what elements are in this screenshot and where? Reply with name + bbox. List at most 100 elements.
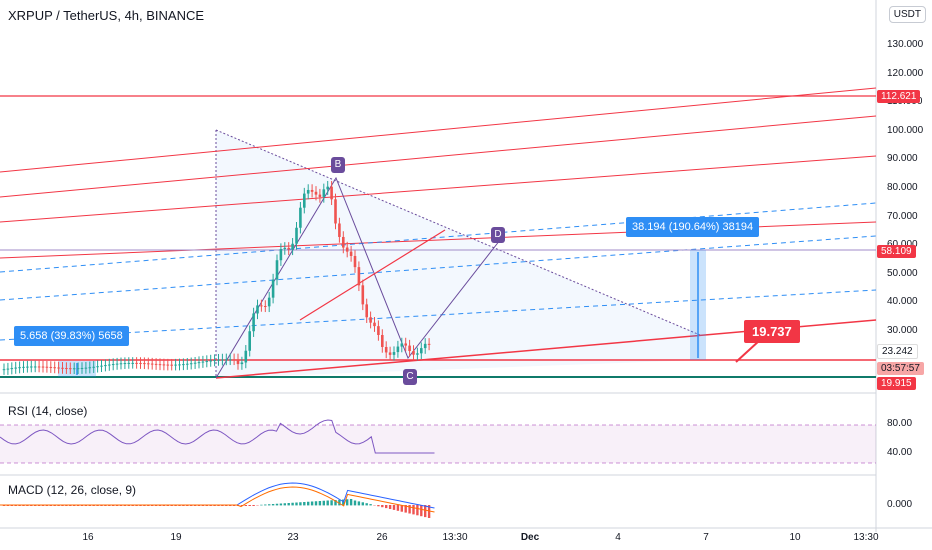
candle-body [377, 326, 380, 336]
candle-body [388, 352, 392, 355]
measure-right-box: 38.194 (190.64%) 38194 [626, 217, 760, 237]
candle-body [365, 304, 368, 318]
x-tick-label: 19 [170, 532, 182, 543]
y-tick-label: 130.000 [887, 39, 924, 50]
candle-body [45, 366, 49, 368]
macd-histogram-bar [342, 499, 345, 506]
candle-body [135, 362, 138, 364]
candle-body [33, 366, 37, 368]
macd-histogram-bar [338, 499, 341, 506]
candle-body [88, 367, 92, 369]
x-tick-label: 13:30 [442, 532, 468, 543]
candle-body [162, 364, 166, 366]
fib-dashed-line [0, 235, 877, 301]
candle-body [72, 368, 76, 370]
fib-channel-line [0, 155, 877, 223]
candle-body [150, 363, 154, 365]
macd-histogram-bar [349, 499, 353, 506]
macd-histogram-bar [303, 502, 306, 506]
macd-histogram-bar [400, 505, 403, 512]
candle-body [69, 368, 72, 370]
macd-histogram-bar [322, 500, 325, 506]
x-tick-label: 4 [615, 532, 621, 543]
candle-body [100, 365, 103, 367]
macd-histogram-bar [299, 502, 302, 506]
candle-body [108, 364, 111, 366]
chart-title: XRPUP / TetherUS, 4h, BINANCE [8, 8, 205, 23]
candle-body [18, 367, 21, 369]
candle-body [80, 367, 84, 369]
candle-body [26, 366, 29, 368]
macd-label[interactable]: MACD (12, 26, close, 9) [8, 483, 137, 497]
macd-histogram-bar [291, 502, 294, 506]
macd-histogram-bar [377, 505, 380, 507]
candle-body [41, 366, 45, 368]
point-d-label[interactable]: D [491, 227, 505, 243]
candle-body [271, 279, 275, 298]
candle-body [357, 267, 361, 286]
candle-body [209, 360, 212, 362]
drawing-overlays [0, 87, 877, 379]
x-tick-label: 26 [376, 532, 388, 543]
candle-body [10, 368, 14, 370]
y-tick-label: 30.000 [887, 325, 918, 336]
target-callout: 19.737 [744, 320, 800, 343]
candle-body [123, 363, 127, 365]
macd-histogram-bar [307, 501, 310, 506]
signal-line [0, 486, 435, 513]
macd-histogram-bar [396, 505, 400, 511]
macd-pane [0, 482, 435, 518]
candle-series [2, 180, 431, 375]
fib-channel-line [0, 87, 877, 173]
currency-selector[interactable]: USDT [888, 6, 926, 23]
macd-histogram-bar [353, 500, 357, 506]
candle-body [205, 361, 209, 363]
candle-body [404, 343, 407, 346]
candle-body [338, 223, 341, 237]
point-b-label[interactable]: B [331, 157, 345, 173]
countdown-tag: 03:57:57 [877, 362, 924, 375]
y-tick-label: 100.000 [887, 124, 924, 136]
y-tick-label: 60.000 [887, 239, 918, 250]
candle-body [189, 363, 193, 365]
candle-body [416, 353, 419, 355]
candle-body [420, 348, 423, 354]
candle-body [299, 207, 302, 228]
candle-body [49, 366, 53, 368]
y-tick-label: 90.000 [887, 153, 918, 165]
macd-histogram-bar [357, 501, 361, 506]
rsi-pane [0, 419, 876, 464]
candle-body [275, 260, 279, 280]
candle-body [217, 359, 220, 361]
macd-histogram-bar [385, 505, 388, 509]
macd-histogram-bar [392, 505, 396, 510]
candle-body [408, 345, 411, 351]
macd-histogram-bar [244, 505, 247, 506]
candle-body [30, 366, 33, 368]
macd-histogram-bar [346, 499, 349, 506]
candle-body [22, 366, 25, 368]
candle-body [119, 363, 123, 365]
candle-body [318, 194, 322, 197]
candle-body [279, 249, 283, 261]
x-tick-label: 10 [789, 532, 801, 543]
indicator-tick-label: 0.000 [887, 499, 913, 510]
candle-body [400, 343, 404, 347]
candle-body [84, 367, 88, 369]
point-c-label[interactable]: C [403, 369, 417, 385]
candle-body [197, 362, 201, 364]
macd-histogram-bar [427, 505, 431, 518]
fib-channel-line [0, 115, 877, 198]
macd-histogram-bar [318, 501, 322, 506]
rsi-label[interactable]: RSI (14, close) [8, 404, 88, 418]
macd-histogram-bar [275, 503, 279, 506]
candle-body [76, 368, 80, 370]
macd-histogram-bar [271, 504, 275, 506]
candle-body [330, 186, 333, 200]
candle-body [65, 368, 68, 370]
candle-body [369, 317, 372, 323]
macd-histogram-bar [287, 503, 290, 506]
candle-body [381, 335, 384, 347]
candle-body [53, 367, 56, 369]
